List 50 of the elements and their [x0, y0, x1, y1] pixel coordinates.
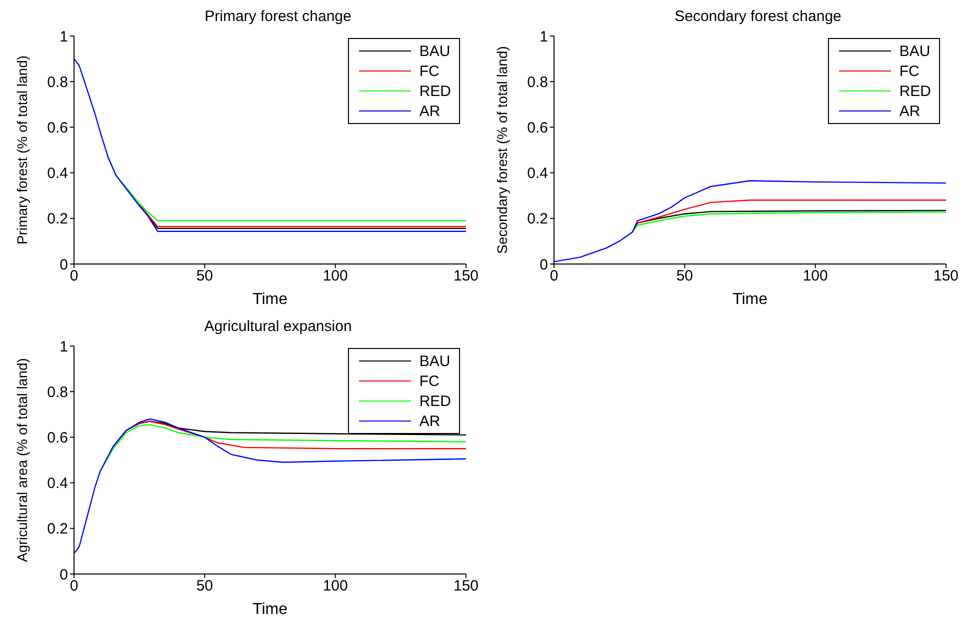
y-axis-title: Secondary forest (% of total land) [494, 46, 510, 254]
x-tick-label: 50 [196, 268, 214, 285]
line-series [74, 58, 466, 232]
legend-label: FC [419, 62, 440, 80]
legend-label: AR [419, 102, 440, 120]
x-tick-label: 100 [322, 268, 348, 285]
legend-label: FC [419, 372, 440, 390]
legend-label: BAU [899, 42, 930, 60]
x-axis-title: Time [732, 291, 768, 308]
y-tick-label: 0 [60, 256, 68, 274]
y-tick-label: 0 [540, 256, 548, 274]
x-tick-label: 150 [933, 268, 959, 285]
legend-label: RED [419, 392, 451, 410]
x-tick-label: 50 [676, 268, 694, 285]
chart-title: Agricultural expansion [203, 318, 353, 337]
y-tick-label: 0.2 [47, 520, 68, 538]
legend-label: RED [899, 82, 931, 100]
y-tick-label: 0.2 [527, 210, 548, 228]
y-tick-label: 0.4 [47, 165, 68, 182]
legend-label: AR [899, 102, 920, 120]
y-tick-label: 0.6 [527, 120, 548, 137]
x-tick-label: 50 [196, 578, 214, 595]
x-tick-label: 100 [322, 578, 348, 595]
chart-title: Secondary forest change [674, 8, 842, 27]
y-tick-label: 0.2 [47, 210, 68, 228]
y-tick-label: 0 [60, 566, 68, 584]
x-tick-label: 150 [453, 578, 479, 595]
x-tick-label: 100 [802, 268, 828, 285]
legend-label: AR [419, 412, 440, 430]
y-axis-title: Agricultural area (% of total land) [14, 358, 30, 562]
chart-title: Primary forest change [204, 8, 352, 27]
legend-label: RED [419, 82, 451, 100]
legend-label: BAU [419, 42, 450, 60]
y-tick-label: 0.6 [47, 120, 68, 137]
x-axis-title: Time [252, 291, 288, 308]
y-tick-label: 0.8 [47, 74, 68, 91]
y-tick-label: 0.4 [47, 475, 68, 492]
x-axis-title: Time [252, 601, 288, 618]
x-tick-label: 150 [453, 268, 479, 285]
legend-label: BAU [419, 352, 450, 370]
y-tick-label: 1 [60, 28, 68, 46]
line-series [100, 424, 466, 472]
y-axis-title: Primary forest (% of total land) [14, 55, 30, 245]
y-tick-label: 0.6 [47, 430, 68, 447]
y-tick-label: 1 [540, 28, 548, 46]
y-tick-label: 0.8 [47, 384, 68, 401]
y-tick-label: 1 [60, 338, 68, 356]
y-tick-label: 0.4 [527, 165, 548, 182]
legend-label: FC [899, 62, 920, 80]
y-tick-label: 0.8 [527, 74, 548, 91]
